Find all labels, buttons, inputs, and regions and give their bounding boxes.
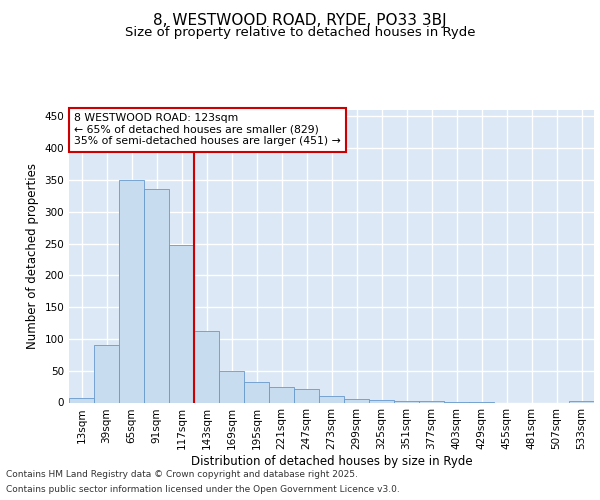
- Bar: [69, 398, 94, 402]
- Bar: [244, 382, 269, 402]
- Bar: [219, 370, 244, 402]
- Bar: [269, 386, 294, 402]
- Bar: [419, 401, 444, 402]
- Bar: [94, 346, 119, 403]
- Bar: [144, 190, 169, 402]
- Text: Contains public sector information licensed under the Open Government Licence v3: Contains public sector information licen…: [6, 485, 400, 494]
- Y-axis label: Number of detached properties: Number of detached properties: [26, 163, 39, 349]
- Text: Contains HM Land Registry data © Crown copyright and database right 2025.: Contains HM Land Registry data © Crown c…: [6, 470, 358, 479]
- X-axis label: Distribution of detached houses by size in Ryde: Distribution of detached houses by size …: [191, 455, 472, 468]
- Text: Size of property relative to detached houses in Ryde: Size of property relative to detached ho…: [125, 26, 475, 39]
- Bar: [394, 400, 419, 402]
- Bar: [119, 180, 144, 402]
- Text: 8 WESTWOOD ROAD: 123sqm
← 65% of detached houses are smaller (829)
35% of semi-d: 8 WESTWOOD ROAD: 123sqm ← 65% of detache…: [74, 113, 341, 146]
- Text: 8, WESTWOOD ROAD, RYDE, PO33 3BJ: 8, WESTWOOD ROAD, RYDE, PO33 3BJ: [153, 12, 447, 28]
- Bar: [344, 400, 369, 402]
- Bar: [169, 245, 194, 402]
- Bar: [194, 330, 219, 402]
- Bar: [569, 401, 594, 402]
- Bar: [369, 400, 394, 402]
- Bar: [294, 389, 319, 402]
- Bar: [319, 396, 344, 402]
